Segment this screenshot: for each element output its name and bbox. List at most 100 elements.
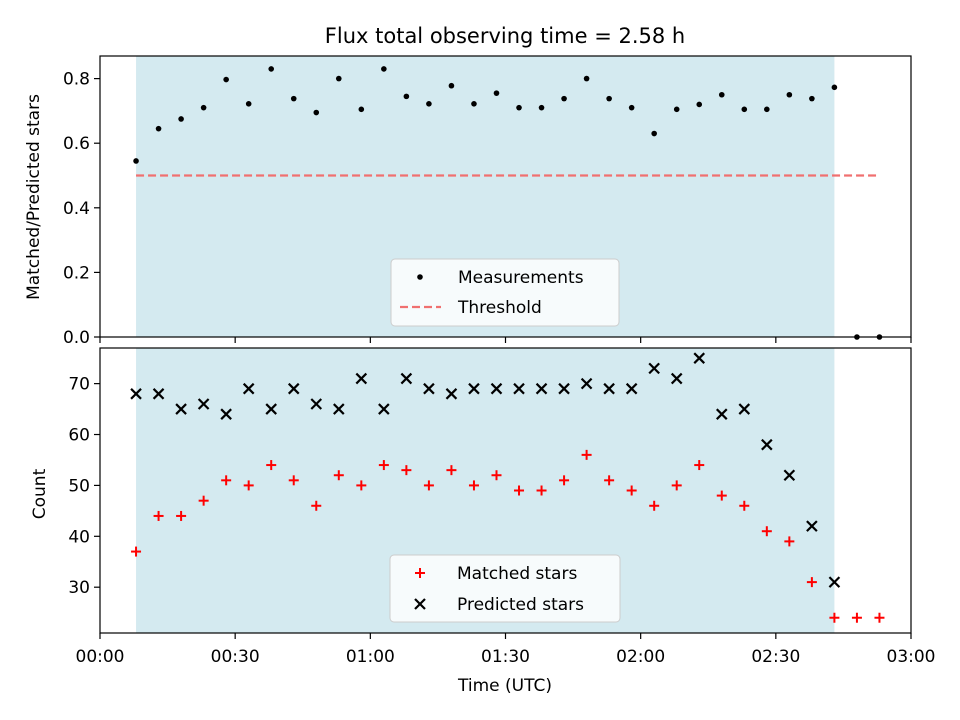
legend-matched-symbol	[415, 568, 425, 578]
bottom-legend: Matched stars Predicted stars	[389, 554, 621, 623]
x-tick-label: 00:00	[76, 647, 125, 667]
predicted-star-point	[693, 352, 706, 364]
top-ytick-label: 0.8	[63, 70, 90, 90]
measurement-point	[290, 95, 297, 102]
matched-star-point	[468, 480, 479, 491]
top-ytick-label: 0.2	[63, 263, 90, 283]
matched-star-point	[491, 470, 502, 481]
legend-measurements-label: Measurements	[458, 268, 584, 288]
matched-star-point	[694, 460, 705, 471]
top-legend: Measurements Threshold	[390, 258, 620, 327]
matched-star-point	[671, 480, 682, 491]
matched-star-point	[829, 612, 840, 623]
chart-title: Flux total observing time = 2.58 h	[325, 24, 685, 48]
predicted-star-point	[265, 403, 277, 415]
measurement-point	[133, 158, 139, 164]
x-tick-label: 02:30	[751, 647, 800, 667]
predicted-star-point	[130, 388, 142, 400]
predicted-star-point	[378, 403, 390, 415]
matched-star-point	[874, 612, 885, 623]
matched-star-point	[131, 546, 142, 557]
bottom-ytick-label: 70	[68, 375, 90, 395]
matched-star-point	[333, 470, 344, 481]
matched-star-point	[176, 510, 187, 521]
legend-measurements-marker	[417, 274, 423, 280]
measurement-point	[583, 75, 590, 82]
predicted-star-point	[333, 403, 345, 415]
measurement-point	[403, 93, 410, 100]
x-tick-label: 03:00	[887, 647, 936, 667]
predicted-star-point	[535, 382, 548, 395]
measurement-point	[268, 66, 275, 72]
matched-star-point	[716, 490, 727, 501]
predicted-star-point	[287, 382, 300, 395]
legend-predicted-marker	[414, 598, 426, 610]
legend-predicted-symbol	[414, 598, 426, 610]
measurement-point	[538, 104, 545, 111]
matched-star-point	[311, 500, 322, 511]
predicted-star-point	[558, 382, 570, 395]
measurement-point	[606, 95, 612, 102]
matched-star-point	[761, 526, 772, 537]
measurement-point	[809, 95, 815, 102]
matched-star-point	[446, 465, 457, 476]
legend-threshold-label: Threshold	[457, 298, 542, 318]
measurement-point	[741, 106, 748, 113]
predicted-star-point	[310, 398, 323, 410]
top-ytick-label: 0.0	[63, 328, 90, 348]
matched-star-point	[221, 475, 232, 486]
predicted-star-point	[220, 408, 232, 420]
measurement-point	[155, 125, 162, 132]
matched-star-point	[536, 485, 547, 496]
top-ytick-label: 0.4	[63, 199, 90, 219]
matched-star-point	[784, 536, 795, 547]
measurement-point	[223, 76, 229, 83]
measurement-point	[178, 116, 184, 122]
matched-star-point	[288, 475, 299, 486]
predicted-star-point	[806, 520, 818, 532]
bottom-legend-box	[389, 554, 621, 623]
predicted-star-point	[400, 372, 413, 385]
predicted-star-point	[738, 403, 751, 415]
matched-star-point	[266, 460, 277, 471]
x-tick-label: 02:00	[616, 647, 665, 667]
predicted-star-point	[242, 382, 255, 395]
predicted-star-point	[468, 382, 480, 395]
measurement-point	[673, 106, 680, 113]
predicted-star-point	[175, 403, 187, 415]
measurement-point	[493, 90, 500, 96]
matched-star-point	[626, 485, 637, 496]
measurement-point	[764, 106, 770, 113]
matched-star-point	[851, 612, 862, 623]
measurement-point	[628, 104, 635, 111]
matched-star-point	[198, 495, 209, 506]
matched-star-point	[401, 465, 412, 476]
x-tick-label: 01:30	[481, 647, 530, 667]
measurement-point	[313, 109, 320, 116]
predicted-star-point	[355, 372, 368, 385]
predicted-star-point	[783, 469, 796, 482]
predicted-star-point	[670, 372, 683, 385]
matched-star-point	[356, 480, 367, 491]
top-ylabel: Matched/Predicted stars	[24, 94, 44, 300]
measurement-point	[651, 130, 657, 137]
matched-star-point	[378, 460, 389, 471]
measurement-point	[718, 91, 725, 98]
legend-matched-label: Matched stars	[457, 564, 577, 584]
matched-star-point	[581, 449, 592, 460]
bottom-ytick-label: 40	[68, 527, 90, 547]
predicted-star-point	[715, 408, 728, 420]
measurement-point	[696, 101, 703, 108]
bottom-ytick-label: 60	[68, 426, 90, 446]
matched-star-point	[559, 475, 570, 486]
measurement-point	[831, 84, 838, 91]
predicted-star-point	[445, 388, 458, 400]
measurement-point	[561, 95, 567, 102]
matched-star-point	[243, 480, 254, 491]
matched-star-point	[739, 500, 750, 511]
predicted-star-point	[423, 382, 435, 395]
top-legend-box	[390, 258, 620, 327]
x-tick-label: 00:30	[211, 647, 260, 667]
bottom-panel: 30 40 50 60 70 00:00 00:30 01:00 01:30 02:00 02:3…	[30, 347, 936, 696]
